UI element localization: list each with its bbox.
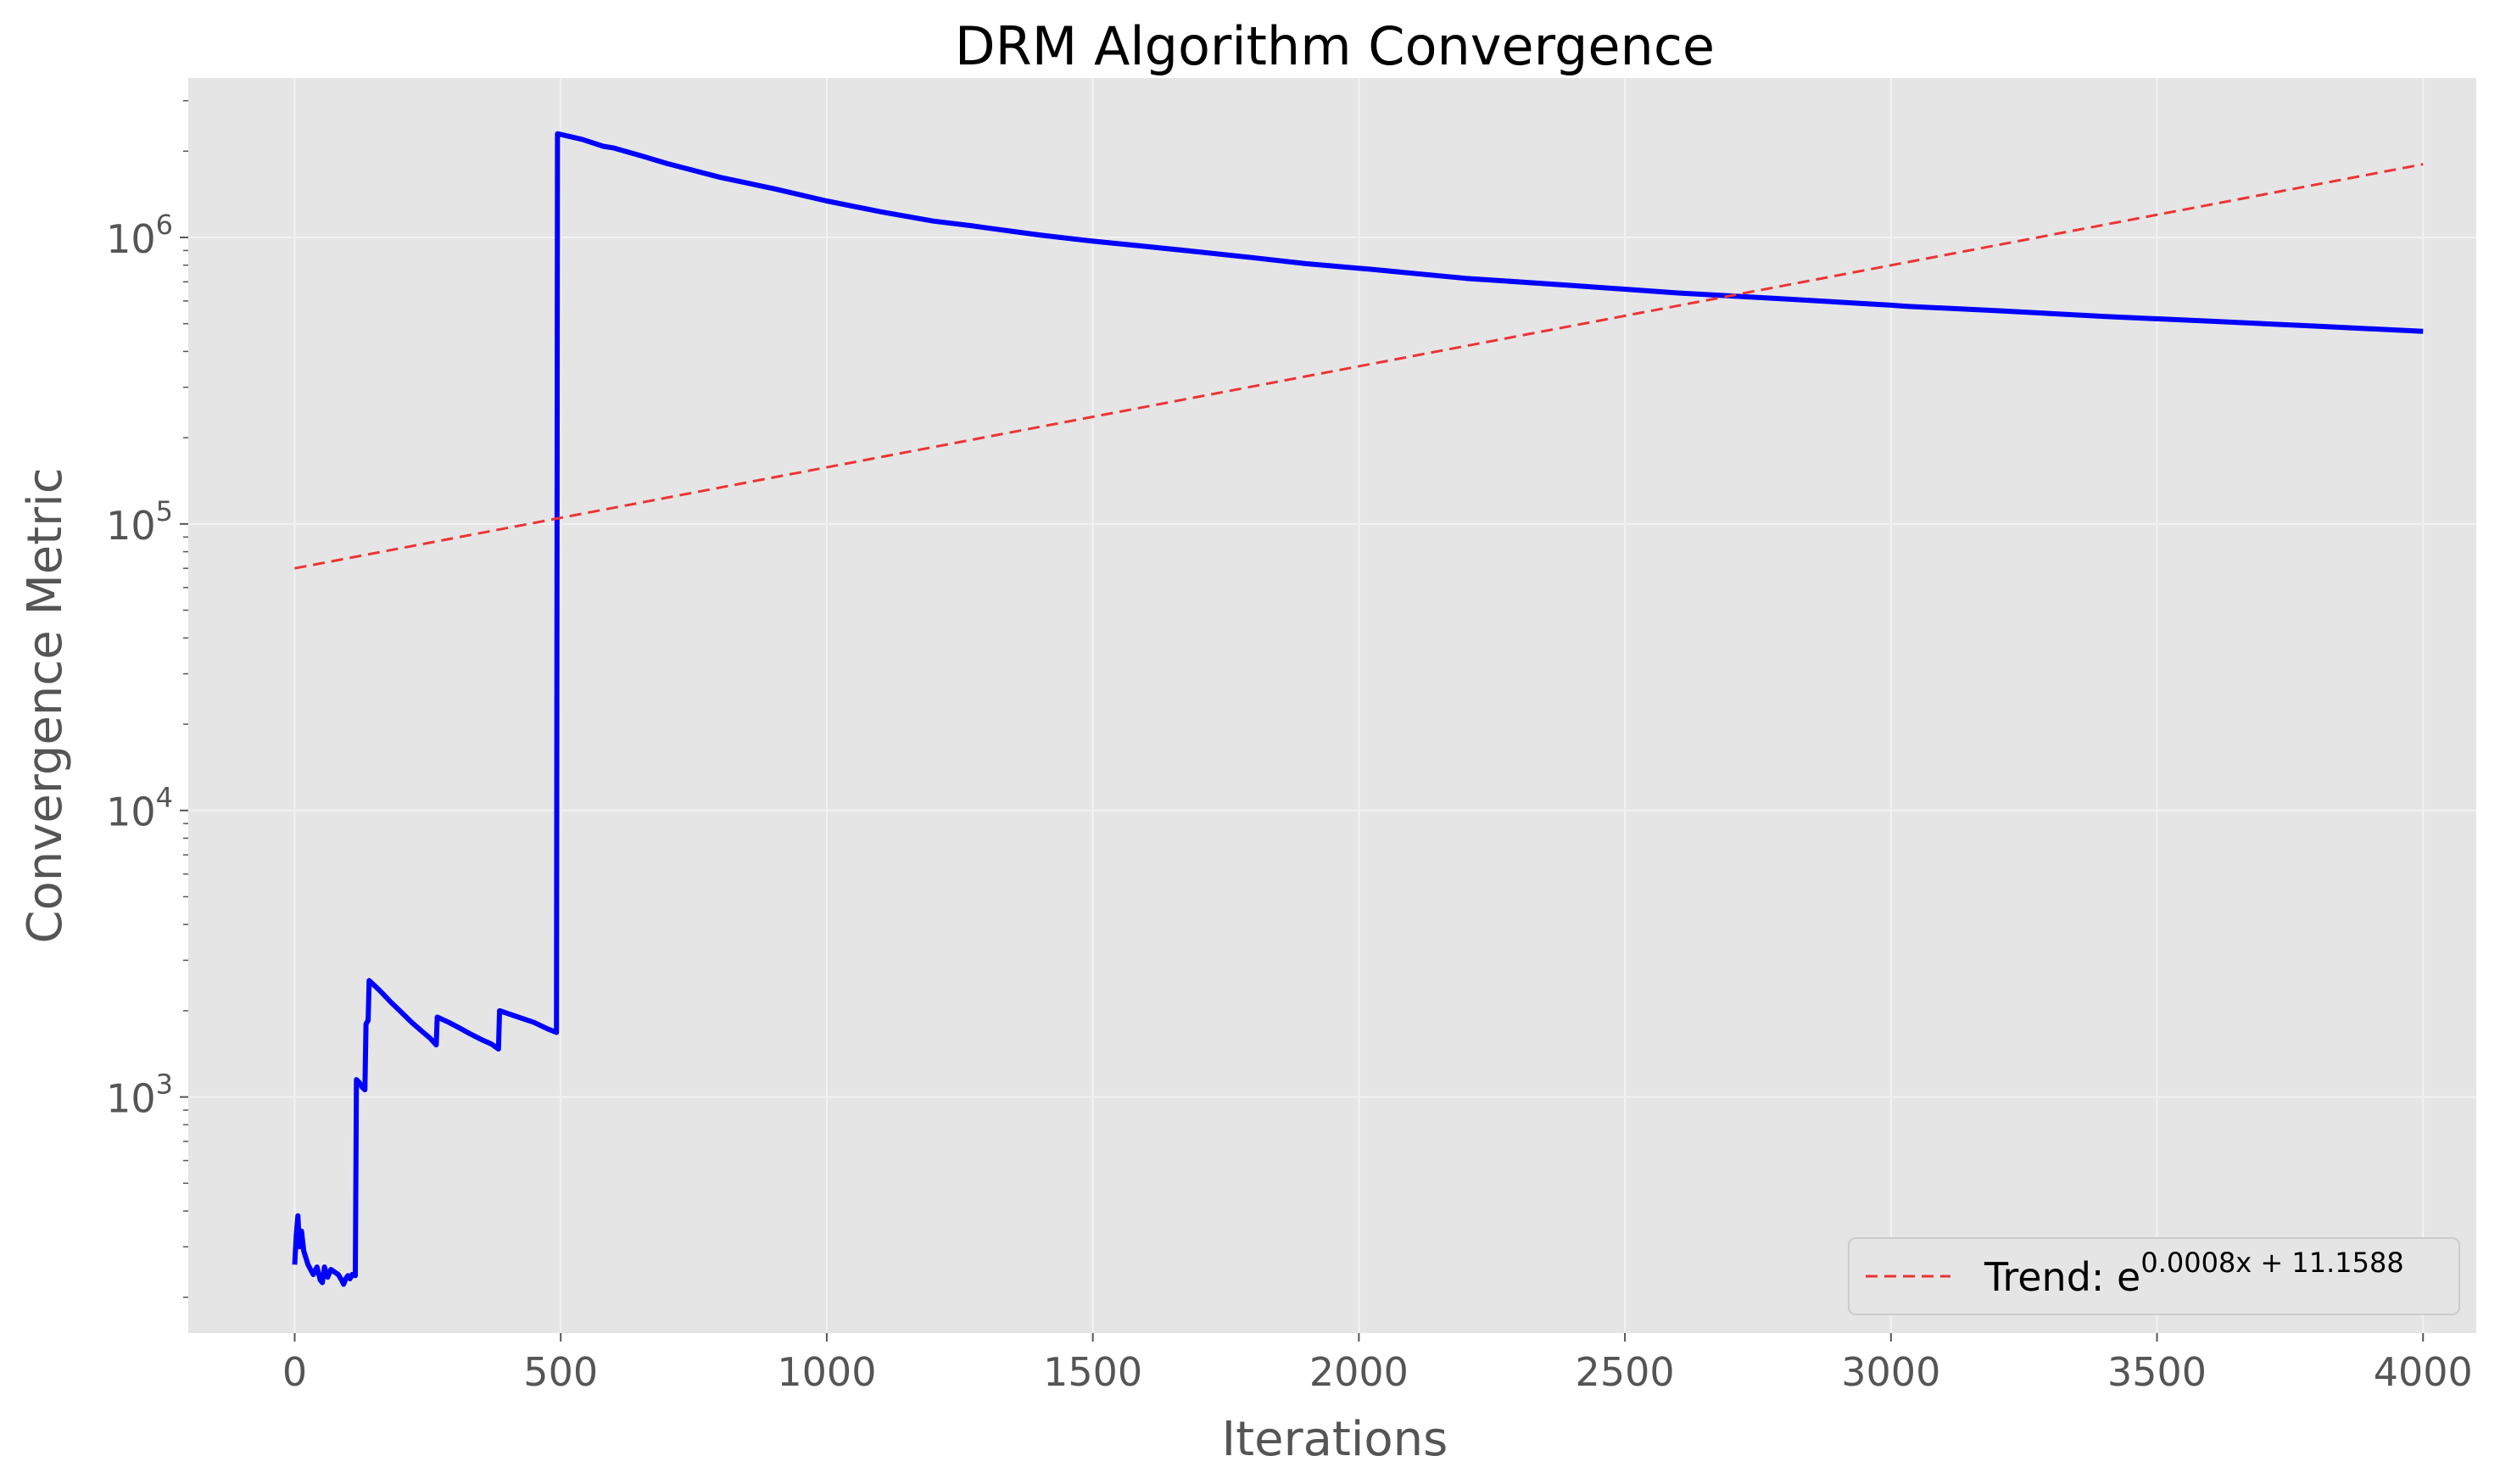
- x-tick-label: 500: [523, 1349, 598, 1395]
- y-axis-ticks: 103 104 105 106: [106, 209, 188, 1122]
- y-minor-ticks: [183, 100, 188, 1298]
- y-tick-label: 104: [106, 782, 173, 835]
- trend-series-line: [294, 163, 2424, 570]
- legend-trend-name: Trend: e: [1984, 1254, 2140, 1300]
- x-axis-ticks: 0 500 1000 1500 2000 2500 3000 3500 4000: [282, 1333, 2473, 1395]
- grid: [188, 78, 2476, 1333]
- y-tick-label: 105: [106, 495, 173, 549]
- chart-title: DRM Algorithm Convergence: [955, 15, 1715, 77]
- x-tick-label: 4000: [2374, 1349, 2473, 1395]
- series-group: [292, 131, 2424, 1287]
- y-axis-label: Convergence Metric: [18, 467, 73, 943]
- convergence-series-line: [292, 131, 2424, 1287]
- x-tick-label: 0: [282, 1349, 307, 1395]
- legend-trend-exponent: 0.0008x + 11.1588: [2140, 1247, 2403, 1279]
- legend-trend-label: Trend: e0.0008x + 11.1588: [1984, 1247, 2404, 1300]
- x-axis-label: Iterations: [1222, 1412, 1448, 1467]
- plot-background: [188, 78, 2476, 1333]
- x-tick-label: 2500: [1576, 1349, 1675, 1395]
- x-tick-label: 3000: [1841, 1349, 1940, 1395]
- legend-box: [1848, 1237, 2460, 1315]
- x-tick-label: 1500: [1043, 1349, 1142, 1395]
- y-tick-label: 106: [106, 209, 173, 262]
- x-tick-label: 2000: [1309, 1349, 1409, 1395]
- legend: Trend: e0.0008x + 11.1588: [1848, 1237, 2460, 1315]
- y-tick-label: 103: [106, 1068, 173, 1122]
- x-tick-label: 1000: [777, 1349, 876, 1395]
- x-tick-label: 3500: [2107, 1349, 2207, 1395]
